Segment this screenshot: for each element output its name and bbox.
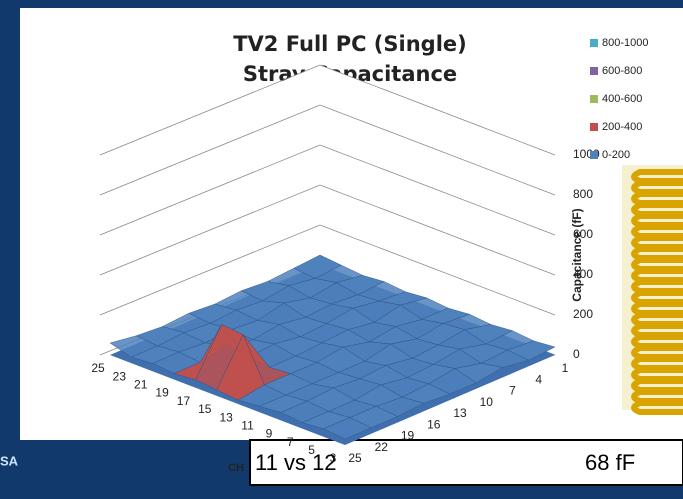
x-tick-label: 7 — [287, 435, 294, 449]
x-tick-label: 11 — [241, 418, 254, 432]
z-tick-label: 400 — [573, 267, 593, 281]
x-tick-label: 13 — [220, 410, 234, 424]
grid-line — [99, 64, 556, 156]
depth-tick-label: 4 — [535, 372, 542, 386]
ch-label: CH — [228, 462, 244, 474]
legend-swatch — [590, 123, 598, 131]
x-tick-label: 25 — [91, 361, 105, 375]
x-tick-label: 9 — [266, 427, 273, 441]
chart-title: TV2 Full PC (Single) — [233, 32, 467, 56]
z-tick-label: 200 — [573, 307, 593, 321]
depth-tick-label: 25 — [348, 451, 362, 465]
depth-tick-label: 16 — [427, 417, 441, 431]
legend-label: 200-400 — [602, 121, 642, 133]
legend-swatch — [590, 39, 598, 47]
legend-label: 800-1000 — [602, 37, 649, 49]
depth-tick-label: 7 — [509, 384, 516, 398]
readout-box — [249, 439, 683, 486]
readout-value: 68 fF — [585, 450, 635, 475]
logo-fragment: SA — [0, 453, 19, 468]
x-tick-label: 23 — [113, 369, 127, 383]
depth-tick-label: 1 — [562, 361, 569, 375]
grid-line — [99, 184, 556, 276]
z-tick-label: 0 — [573, 347, 580, 361]
grid-line — [99, 224, 556, 316]
coil-image — [622, 165, 683, 415]
legend-label: 600-800 — [602, 65, 642, 77]
depth-tick-label: 10 — [480, 395, 494, 409]
z-tick-label: 800 — [573, 187, 593, 201]
z-axis-title: Capacitance (fF) — [570, 208, 584, 301]
legend-label: 0-200 — [602, 149, 630, 161]
surface-patch — [323, 417, 372, 440]
grid-line — [99, 144, 556, 236]
depth-tick-label: 13 — [453, 406, 467, 420]
depth-tick-label: 19 — [401, 429, 415, 443]
depth-tick-label: 22 — [375, 440, 389, 454]
x-tick-label: 5 — [308, 443, 315, 457]
x-tick-label: 17 — [177, 394, 191, 408]
legend-label: 400-600 — [602, 93, 642, 105]
plot: 0200400600800100025232119171513119753147… — [91, 37, 648, 465]
back-wall — [110, 65, 555, 355]
readout-pair: 11 vs 12 — [255, 450, 337, 475]
z-tick-label: 600 — [573, 227, 593, 241]
legend-swatch — [590, 151, 598, 159]
grid-line — [99, 104, 556, 196]
x-tick-label: 15 — [198, 402, 212, 416]
legend-swatch — [590, 67, 598, 75]
x-tick-label: 19 — [155, 386, 169, 400]
legend-swatch — [590, 95, 598, 103]
x-tick-label: 3 — [330, 451, 337, 465]
x-tick-label: 21 — [134, 378, 148, 392]
